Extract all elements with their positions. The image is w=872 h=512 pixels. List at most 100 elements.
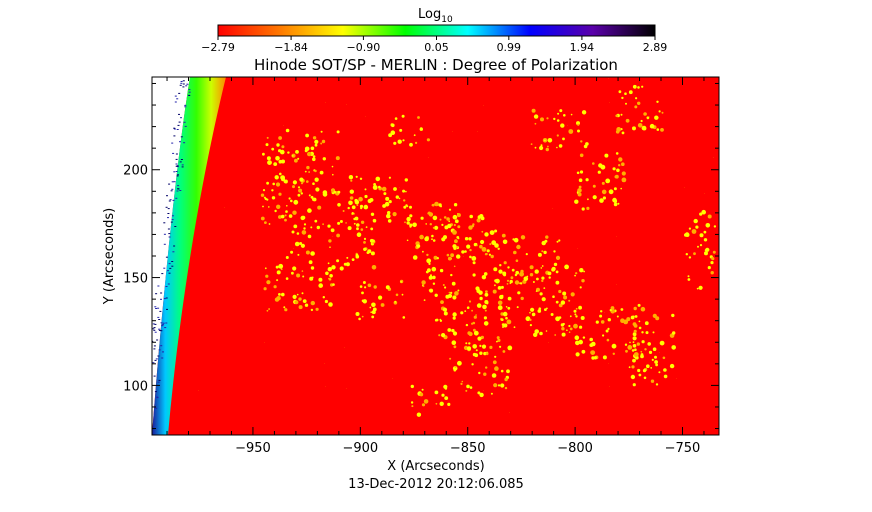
polarization-blob: [699, 212, 703, 216]
noise-dot: [149, 375, 151, 376]
polarization-blob: [388, 176, 391, 179]
polarization-blob: [555, 255, 561, 260]
polarization-blob: [520, 235, 526, 240]
polarization-blob: [388, 133, 392, 138]
polarization-blob: [442, 284, 445, 286]
noise-dot: [177, 188, 180, 190]
y-tick-label: 200: [123, 164, 148, 179]
polarization-blob: [301, 230, 307, 235]
polarization-blob: [507, 296, 512, 301]
polarization-blob: [532, 281, 535, 283]
polarization-blob: [497, 300, 503, 306]
polarization-blob: [457, 289, 460, 292]
polarization-blob: [294, 241, 300, 247]
noise-dot: [162, 324, 164, 326]
polarization-blob: [693, 218, 698, 224]
polarization-blob: [516, 244, 521, 250]
polarization-blob: [348, 175, 354, 180]
noise-dot: [157, 381, 160, 383]
polarization-blob: [394, 300, 397, 303]
polarization-blob: [304, 303, 309, 307]
polarization-blob: [635, 97, 638, 100]
polarization-blob: [652, 331, 655, 334]
polarization-blob: [617, 202, 620, 205]
polarization-blob: [491, 373, 497, 378]
polarization-blob: [611, 343, 617, 349]
colorbar: Log10 −2.79 −1.84 −0.90 0.05 0.99 1.94 2.89: [201, 7, 667, 54]
polarization-blob: [300, 243, 305, 248]
polarization-blob: [472, 261, 476, 265]
polarization-blob: [472, 344, 478, 349]
polarization-blob: [275, 265, 279, 269]
polarization-blob: [402, 189, 406, 193]
noise-dot: [163, 233, 166, 235]
noise-dot: [168, 236, 171, 238]
polarization-blob: [416, 412, 422, 417]
polarization-blob: [602, 334, 605, 337]
polarization-blob: [574, 313, 577, 316]
polarization-blob: [461, 250, 465, 254]
noise-dot: [158, 349, 161, 351]
noise-dot: [154, 331, 157, 333]
polarization-blob: [310, 251, 315, 256]
polarization-blob: [300, 192, 303, 195]
polarization-blob: [540, 267, 543, 269]
polarization-blob: [456, 245, 459, 248]
polarization-blob: [372, 218, 377, 223]
polarization-blob: [317, 205, 322, 210]
polarization-blob: [353, 222, 356, 225]
polarization-blob: [363, 247, 367, 251]
polarization-blob: [654, 355, 657, 359]
polarization-blob: [276, 204, 281, 209]
polarization-blob: [345, 262, 350, 267]
polarization-blob: [615, 114, 618, 118]
polarization-blob: [427, 268, 431, 273]
polarization-blob: [307, 208, 312, 213]
polarization-blob: [265, 143, 269, 147]
polarization-blob: [297, 193, 301, 197]
polarization-blob: [644, 321, 649, 326]
polarization-blob: [662, 356, 666, 360]
polarization-blob: [400, 281, 402, 283]
polarization-blob: [632, 315, 635, 318]
polarization-blob: [499, 264, 502, 267]
polarization-blob: [350, 179, 353, 182]
polarization-blob: [506, 283, 509, 285]
noise-dot: [168, 200, 171, 202]
polarization-blob: [638, 326, 642, 330]
polarization-blob: [699, 244, 703, 247]
noise-dot: [152, 362, 155, 364]
polarization-blob: [273, 162, 278, 167]
polarization-blob: [321, 139, 326, 144]
colorbar-tick-label: 0.05: [424, 41, 449, 54]
timestamp: 13-Dec-2012 20:12:06.085: [348, 477, 524, 492]
polarization-blob: [328, 239, 332, 243]
polarization-blob: [471, 256, 477, 261]
polarization-blob: [439, 268, 444, 273]
polarization-blob: [284, 308, 288, 312]
polarization-blob: [288, 214, 293, 218]
polarization-blob: [305, 250, 310, 255]
polarization-blob: [361, 299, 365, 303]
polarization-blob: [688, 227, 692, 230]
polarization-blob: [535, 290, 538, 292]
noise-dot: [171, 181, 174, 183]
noise-dot: [148, 390, 150, 391]
polarization-blob: [646, 116, 650, 120]
noise-dot: [179, 161, 182, 163]
noise-dot: [173, 128, 176, 130]
polarization-blob: [276, 270, 281, 275]
polarization-blob: [367, 249, 372, 254]
noise-dot: [175, 163, 178, 165]
polarization-blob: [371, 265, 377, 270]
polarization-blob: [562, 291, 567, 296]
polarization-blob: [370, 251, 375, 256]
polarization-blob: [304, 170, 307, 173]
polarization-blob: [602, 355, 607, 360]
polarization-blob: [457, 225, 461, 229]
polarization-blob: [457, 360, 462, 366]
polarization-blob: [402, 139, 405, 142]
noise-dot: [158, 319, 161, 320]
noise-dot: [143, 413, 145, 414]
polarization-blob: [578, 178, 583, 182]
